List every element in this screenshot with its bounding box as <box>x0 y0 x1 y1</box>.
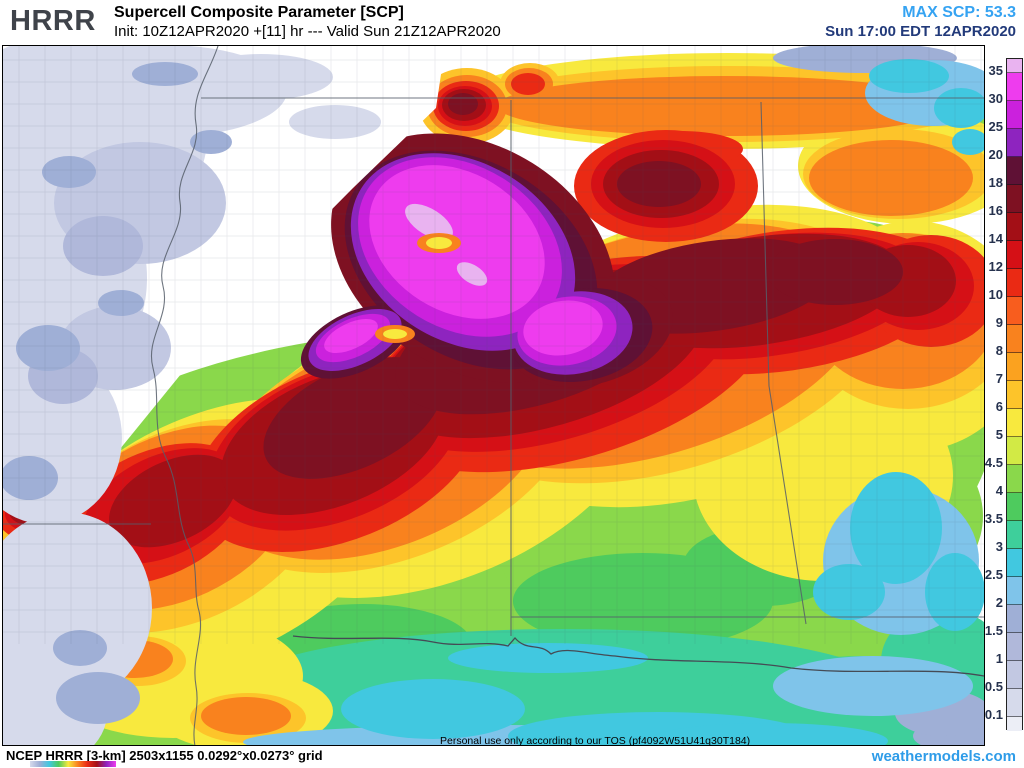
contour-layer-cyan <box>341 59 984 745</box>
legend-value-label: 1 <box>995 651 1003 666</box>
legend-value-label: 16 <box>988 203 1003 218</box>
legend-swatch <box>1007 213 1022 241</box>
color-scale-legend: 35 30 25 20 18 16 14 12 10 9 8 7 6 5 4.5 4 3.5 3 2.5 2 1.5 1 0… <box>980 58 1024 731</box>
legend-swatch <box>1007 717 1022 731</box>
watermark-link[interactable]: weathermodels.com <box>871 748 1016 765</box>
legend-swatch <box>1007 437 1022 465</box>
legend-swatch <box>1007 577 1022 605</box>
legend-swatch <box>1007 129 1022 157</box>
legend-swatch <box>1007 185 1022 213</box>
footer: NCEP HRRR [3-km] 2503x1155 0.0292°x0.027… <box>0 746 1024 768</box>
legend-swatch <box>1007 633 1022 661</box>
scp-map-svg <box>3 46 984 745</box>
contour-layer-slate <box>3 46 984 745</box>
legend-swatch <box>1007 605 1022 633</box>
legend-value-label: 25 <box>988 119 1003 134</box>
legend-value-label: 6 <box>995 399 1003 414</box>
legend-value-label: 20 <box>988 147 1003 162</box>
legend-swatch <box>1007 73 1022 101</box>
max-scp-value: MAX SCP: 53.3 <box>902 4 1016 21</box>
legend-value-label: 10 <box>988 287 1003 302</box>
legend-value-label: 3 <box>995 539 1003 554</box>
legend-value-label: 2 <box>995 595 1003 610</box>
legend-swatch <box>1007 101 1022 129</box>
legend-value-label: 9 <box>995 315 1003 330</box>
mini-colorbar <box>30 761 116 767</box>
legend-swatch <box>1007 269 1022 297</box>
legend-swatch <box>1007 549 1022 577</box>
legend-swatch <box>1007 409 1022 437</box>
legend-value-label: 18 <box>988 175 1003 190</box>
legend-swatch <box>1007 521 1022 549</box>
legend-value-label: 35 <box>988 63 1003 78</box>
legend-value-label: 0.1 <box>984 707 1003 722</box>
mississippi-river <box>151 46 219 745</box>
legend-swatch <box>1007 241 1022 269</box>
legend-value-label: 30 <box>988 91 1003 106</box>
legend-swatch <box>1007 661 1022 689</box>
tos-notice: Personal use only according to our TOS (… <box>440 735 751 747</box>
legend-value-label: 2.5 <box>984 567 1003 582</box>
legend-swatch <box>1007 493 1022 521</box>
legend-value-label: 14 <box>988 231 1003 246</box>
legend-swatch <box>1007 59 1022 73</box>
legend-value-label: 12 <box>988 259 1003 274</box>
legend-swatch <box>1007 689 1022 717</box>
legend-value-label: 0.5 <box>984 679 1003 694</box>
legend-value-label: 4.5 <box>984 455 1003 470</box>
legend-value-label: 1.5 <box>984 623 1003 638</box>
legend-swatch <box>1007 381 1022 409</box>
header: HRRR Supercell Composite Parameter [SCP]… <box>0 0 1024 45</box>
legend-value-label: 5 <box>995 427 1003 442</box>
grid-info: NCEP HRRR [3-km] 2503x1155 0.0292°x0.027… <box>6 748 323 763</box>
legend-value-label: 8 <box>995 343 1003 358</box>
scp-map <box>2 45 985 746</box>
legend-value-label: 4 <box>995 483 1003 498</box>
state-borders <box>3 97 984 636</box>
legend-swatch <box>1007 325 1022 353</box>
page-title: Supercell Composite Parameter [SCP] <box>114 4 404 21</box>
county-grid <box>3 46 984 644</box>
legend-swatch <box>1007 297 1022 325</box>
init-valid-line: Init: 10Z12APR2020 +[11] hr --- Valid Su… <box>114 23 501 40</box>
legend-swatch <box>1007 353 1022 381</box>
valid-local-time: Sun 17:00 EDT 12APR2020 <box>825 23 1016 40</box>
legend-colorbar <box>1006 58 1023 731</box>
legend-value-label: 3.5 <box>984 511 1003 526</box>
hrrr-logo: HRRR <box>10 5 96 37</box>
legend-swatch <box>1007 465 1022 493</box>
legend-swatch <box>1007 157 1022 185</box>
contour-layer-lavender <box>405 203 488 286</box>
legend-value-label: 7 <box>995 371 1003 386</box>
gulf-coastline <box>292 635 984 677</box>
contour-eye-yellow <box>383 237 452 339</box>
